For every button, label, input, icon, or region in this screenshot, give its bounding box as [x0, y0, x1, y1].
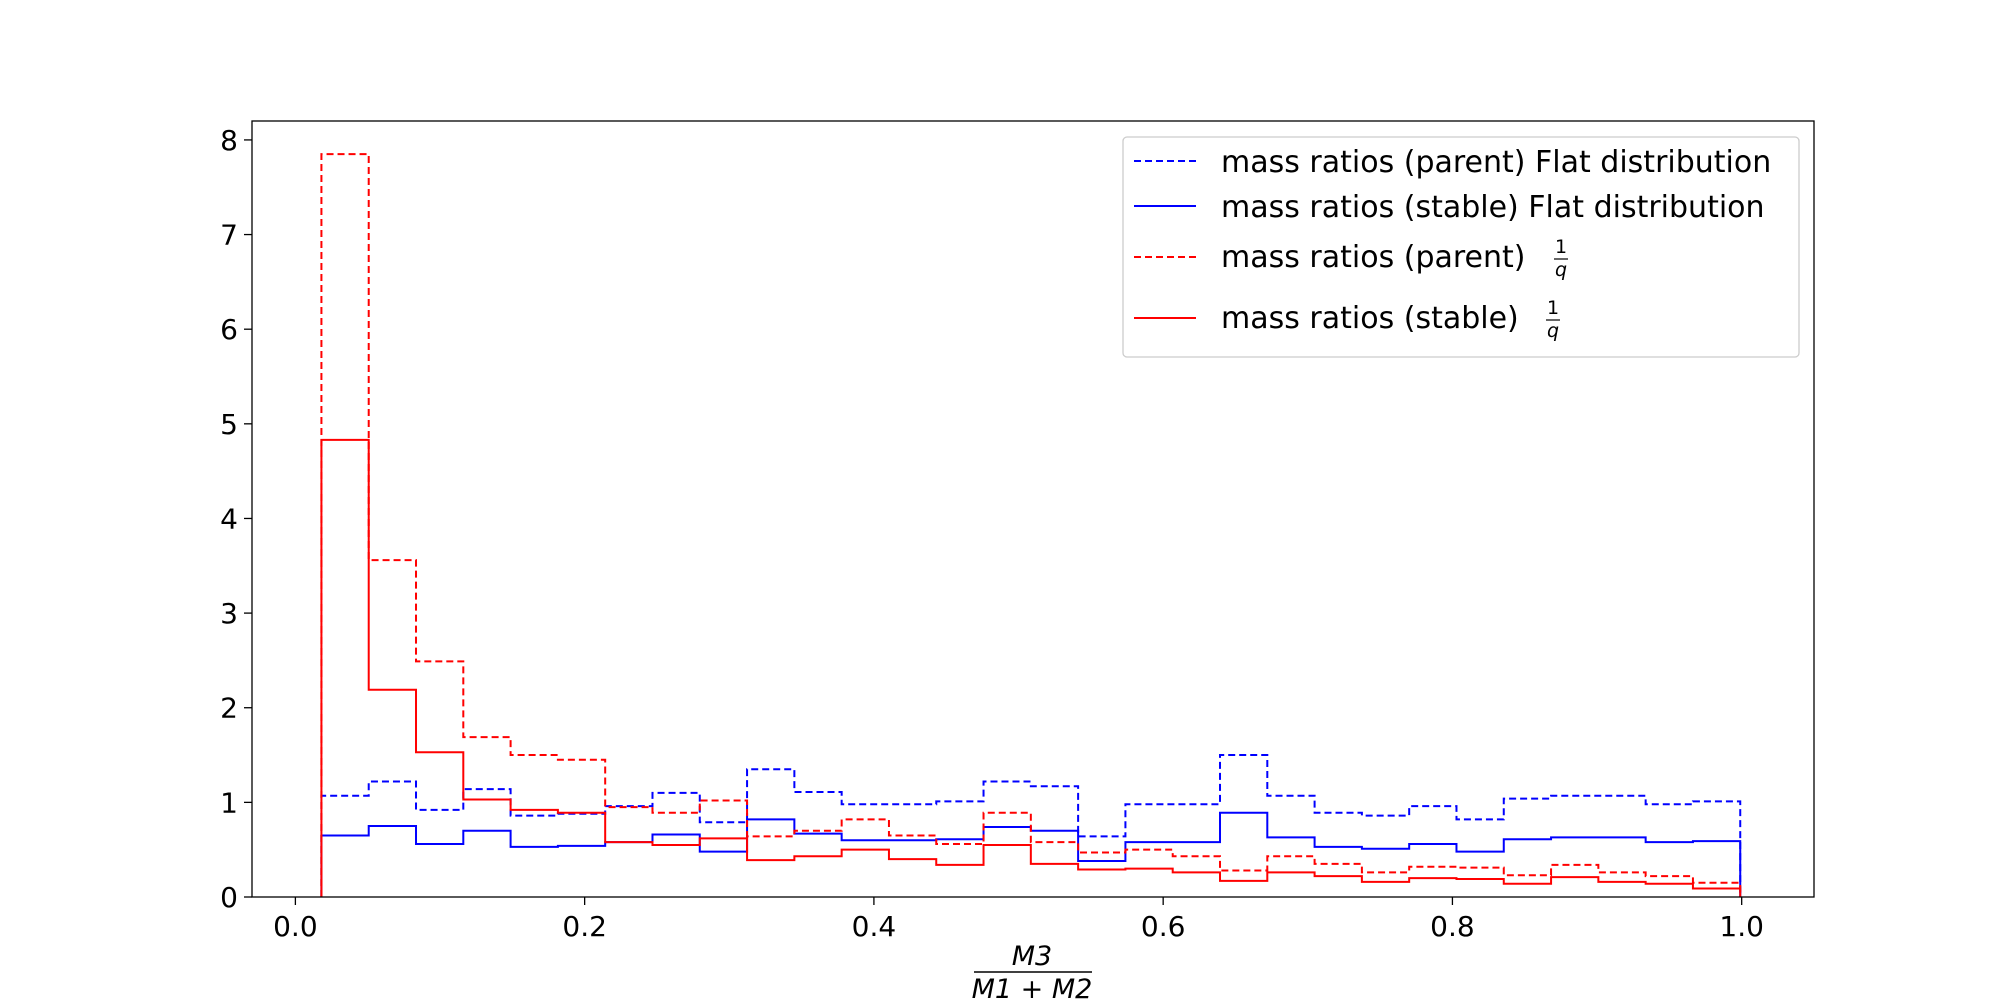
legend-entry-parent-inverse-q: mass ratios (parent) 1 q — [1134, 236, 1568, 281]
legend-label-stable-flat: mass ratios (stable) Flat distribution — [1221, 190, 1765, 225]
y-tick-label: 2 — [220, 692, 238, 725]
y-tick-label: 8 — [220, 124, 238, 157]
y-tick-label: 5 — [220, 408, 238, 441]
legend-fraction-denominator-stable: q — [1547, 320, 1559, 342]
x-tick-label: 0.2 — [562, 910, 607, 943]
series-2-step-line — [320, 153, 1742, 897]
series-0-step-line — [320, 754, 1742, 897]
legend-frame — [1122, 136, 1800, 358]
legend-entry-stable-flat: mass ratios (stable) Flat distribution — [1134, 190, 1765, 225]
legend: mass ratios (parent) Flat distribution m… — [1122, 136, 1800, 358]
x-tick-label: 0.8 — [1430, 910, 1475, 943]
x-axis-label-denominator: M1 + M2 — [972, 974, 1093, 1000]
y-axis: 0 1 2 3 4 5 6 7 8 — [220, 124, 252, 914]
x-axis-label-numerator: M3 — [1012, 941, 1052, 972]
y-tick-label: 0 — [220, 881, 238, 914]
legend-label-stable-inverse-q: mass ratios (stable) — [1221, 301, 1519, 336]
x-tick-label: 0.6 — [1141, 910, 1186, 943]
x-tick-label: 1.0 — [1719, 910, 1764, 943]
legend-fraction-numerator-stable: 1 — [1547, 297, 1559, 319]
x-tick-label: 0.4 — [852, 910, 897, 943]
legend-fraction-denominator-parent: q — [1555, 259, 1567, 281]
x-axis-label: M3 M1 + M2 — [972, 941, 1093, 1000]
plot-frame — [251, 120, 1815, 898]
y-tick-label: 7 — [220, 219, 238, 252]
series-3-step-line — [320, 438, 1742, 897]
series-layer — [320, 153, 1742, 897]
legend-label-parent-flat: mass ratios (parent) Flat distribution — [1221, 145, 1771, 180]
x-axis: 0.0 0.2 0.4 0.6 0.8 1.0 — [273, 897, 1764, 943]
y-tick-label: 1 — [220, 786, 238, 819]
y-tick-label: 4 — [220, 502, 238, 535]
y-tick-label: 3 — [220, 597, 238, 630]
legend-entry-parent-flat: mass ratios (parent) Flat distribution — [1134, 145, 1771, 180]
legend-entry-stable-inverse-q: mass ratios (stable) 1 q — [1134, 297, 1560, 342]
legend-fraction-numerator-parent: 1 — [1555, 236, 1567, 258]
legend-label-parent-inverse-q: mass ratios (parent) — [1221, 240, 1525, 275]
x-tick-label: 0.0 — [273, 910, 318, 943]
y-tick-label: 6 — [220, 313, 238, 346]
